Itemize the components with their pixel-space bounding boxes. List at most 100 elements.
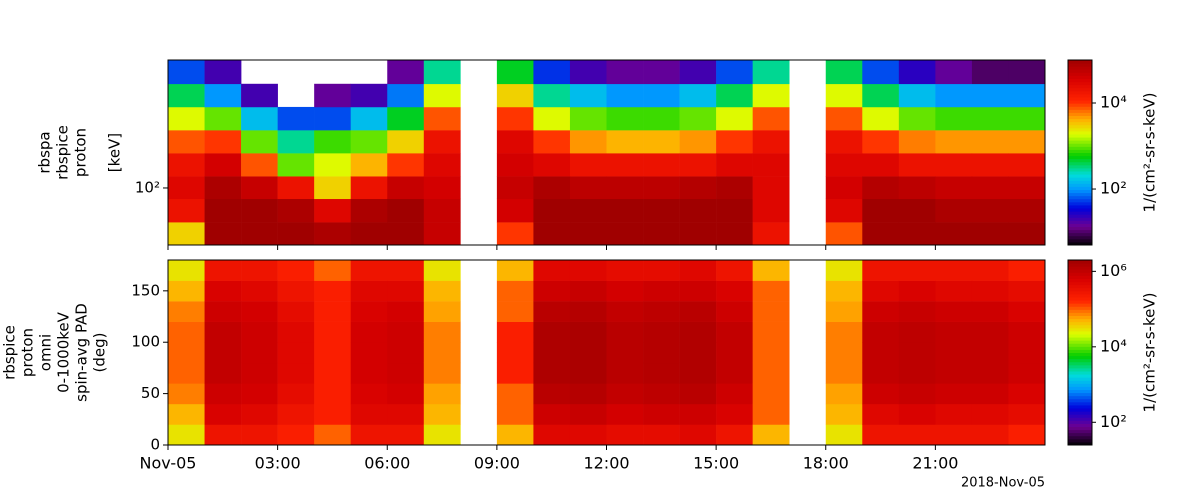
spectrogram-cell xyxy=(569,280,607,302)
colorbar-segment xyxy=(1068,312,1092,316)
spectrogram-cell xyxy=(204,342,242,364)
colorbar-segment xyxy=(1068,118,1092,123)
spectrogram-cell xyxy=(752,60,790,85)
spectrogram-cell xyxy=(204,222,242,246)
colorbar-segment xyxy=(1068,297,1092,301)
spectrogram-cell xyxy=(643,424,680,446)
spectrogram-cell xyxy=(241,198,278,223)
spectrogram-cell xyxy=(716,83,753,108)
spectrogram-cell xyxy=(606,424,644,446)
spectrogram-cell xyxy=(1008,83,1046,108)
colorbar-segment xyxy=(1068,395,1092,400)
spectrogram-cell xyxy=(679,153,717,177)
spectrogram-cell xyxy=(1008,301,1046,322)
colorbar-tick-label: 10⁶ xyxy=(1100,261,1127,280)
spectrogram-cell xyxy=(496,342,534,364)
spectrogram-cell xyxy=(314,222,352,246)
spectrogram-cell xyxy=(862,153,900,177)
spectrogram-cell xyxy=(496,383,534,405)
spectrogram-cell xyxy=(387,106,425,131)
colorbar-segment xyxy=(1068,72,1092,76)
spectrogram-cell xyxy=(825,280,863,302)
spectrogram-cell xyxy=(1008,106,1046,131)
spectrogram-cell xyxy=(314,342,352,364)
spectrogram-cell xyxy=(533,424,571,446)
spectrogram-cell xyxy=(716,383,753,405)
spectrogram-cell xyxy=(752,176,790,200)
spectrogram-cell xyxy=(862,176,900,200)
spectrogram-cell xyxy=(679,176,717,200)
spectrogram-cell xyxy=(350,260,388,281)
colorbar-segment xyxy=(1068,266,1092,270)
colorbar-segment xyxy=(1068,364,1092,369)
spectrogram-cell xyxy=(679,301,717,322)
spectrogram-cell xyxy=(314,83,352,108)
spectrogram-cell xyxy=(606,260,644,281)
spectrogram-cell xyxy=(241,321,278,343)
spectrogram-cell xyxy=(533,321,571,343)
colorbar-label: 1/(cm²-sr-s-keV) xyxy=(1141,293,1159,413)
spectrogram-cell xyxy=(350,280,388,302)
spectrogram-cell xyxy=(168,83,205,108)
spectrogram-cell xyxy=(898,153,936,177)
spectrogram-cell xyxy=(314,260,352,281)
spectrogram-cell xyxy=(971,321,1009,343)
spectrogram-cell xyxy=(1008,153,1046,177)
spectrogram-cell xyxy=(496,153,534,177)
spectrogram-cell xyxy=(862,424,900,446)
colorbar-segment xyxy=(1068,81,1092,86)
spectrogram-cell xyxy=(935,106,973,131)
colorbar-segment xyxy=(1068,220,1092,224)
colorbar-segment xyxy=(1068,164,1092,169)
spectrogram-cell xyxy=(423,403,461,425)
spectrogram-cell xyxy=(752,424,790,446)
colorbar-segment xyxy=(1068,106,1092,110)
spectrogram-cell xyxy=(716,260,753,281)
spectrogram-cell xyxy=(423,260,461,281)
spectrogram-cell xyxy=(1008,424,1046,446)
spectrogram-cell xyxy=(752,222,790,246)
colorbar-segment xyxy=(1068,134,1092,138)
spectrogram-cell xyxy=(679,383,717,405)
spectrogram-cell xyxy=(387,362,425,384)
spectrogram-cell xyxy=(606,342,644,364)
spectrogram-cell xyxy=(825,403,863,425)
spectrogram-cell xyxy=(606,176,644,200)
spectrogram-cell xyxy=(1008,198,1046,223)
spectrogram-cell xyxy=(643,301,680,322)
spectrogram-cell xyxy=(935,260,973,281)
spectrogram-cell xyxy=(533,280,571,302)
colorbar-segment xyxy=(1068,97,1092,101)
colorbar-segment xyxy=(1068,63,1092,67)
spectrogram-cell xyxy=(935,153,973,177)
y-axis-label: spin-avg PAD xyxy=(73,303,91,402)
spectrogram-cell xyxy=(1008,280,1046,302)
spectrogram-cell xyxy=(277,153,315,177)
spectrogram-cell xyxy=(168,383,205,405)
spectrogram-cell xyxy=(569,60,607,85)
colorbar-segment xyxy=(1068,186,1092,190)
spectrogram-cell xyxy=(204,83,242,108)
colorbar-segment xyxy=(1068,426,1092,431)
spectrogram-cell xyxy=(350,321,388,343)
spectrogram-cell xyxy=(569,130,607,154)
spectrogram-cell xyxy=(241,383,278,405)
spectrogram-cell xyxy=(971,362,1009,384)
colorbar-segment xyxy=(1068,226,1092,231)
spectrogram-cell xyxy=(569,403,607,425)
spectrogram-cell xyxy=(569,198,607,223)
colorbar-segment xyxy=(1068,417,1092,421)
spectrogram-cell xyxy=(862,106,900,131)
spectrogram-cell xyxy=(606,362,644,384)
spectrogram-cell xyxy=(350,198,388,223)
colorbar-segment xyxy=(1068,408,1092,412)
spectrogram-cell xyxy=(569,222,607,246)
x-tick-label: 21:00 xyxy=(912,454,958,473)
spectrogram-cell xyxy=(314,176,352,200)
spectrogram-cell xyxy=(423,321,461,343)
colorbar-segment xyxy=(1068,155,1092,160)
spectrogram-cell xyxy=(423,280,461,302)
spectrogram-cell xyxy=(241,153,278,177)
spectrogram-cell xyxy=(314,403,352,425)
spectrogram-cell xyxy=(277,362,315,384)
